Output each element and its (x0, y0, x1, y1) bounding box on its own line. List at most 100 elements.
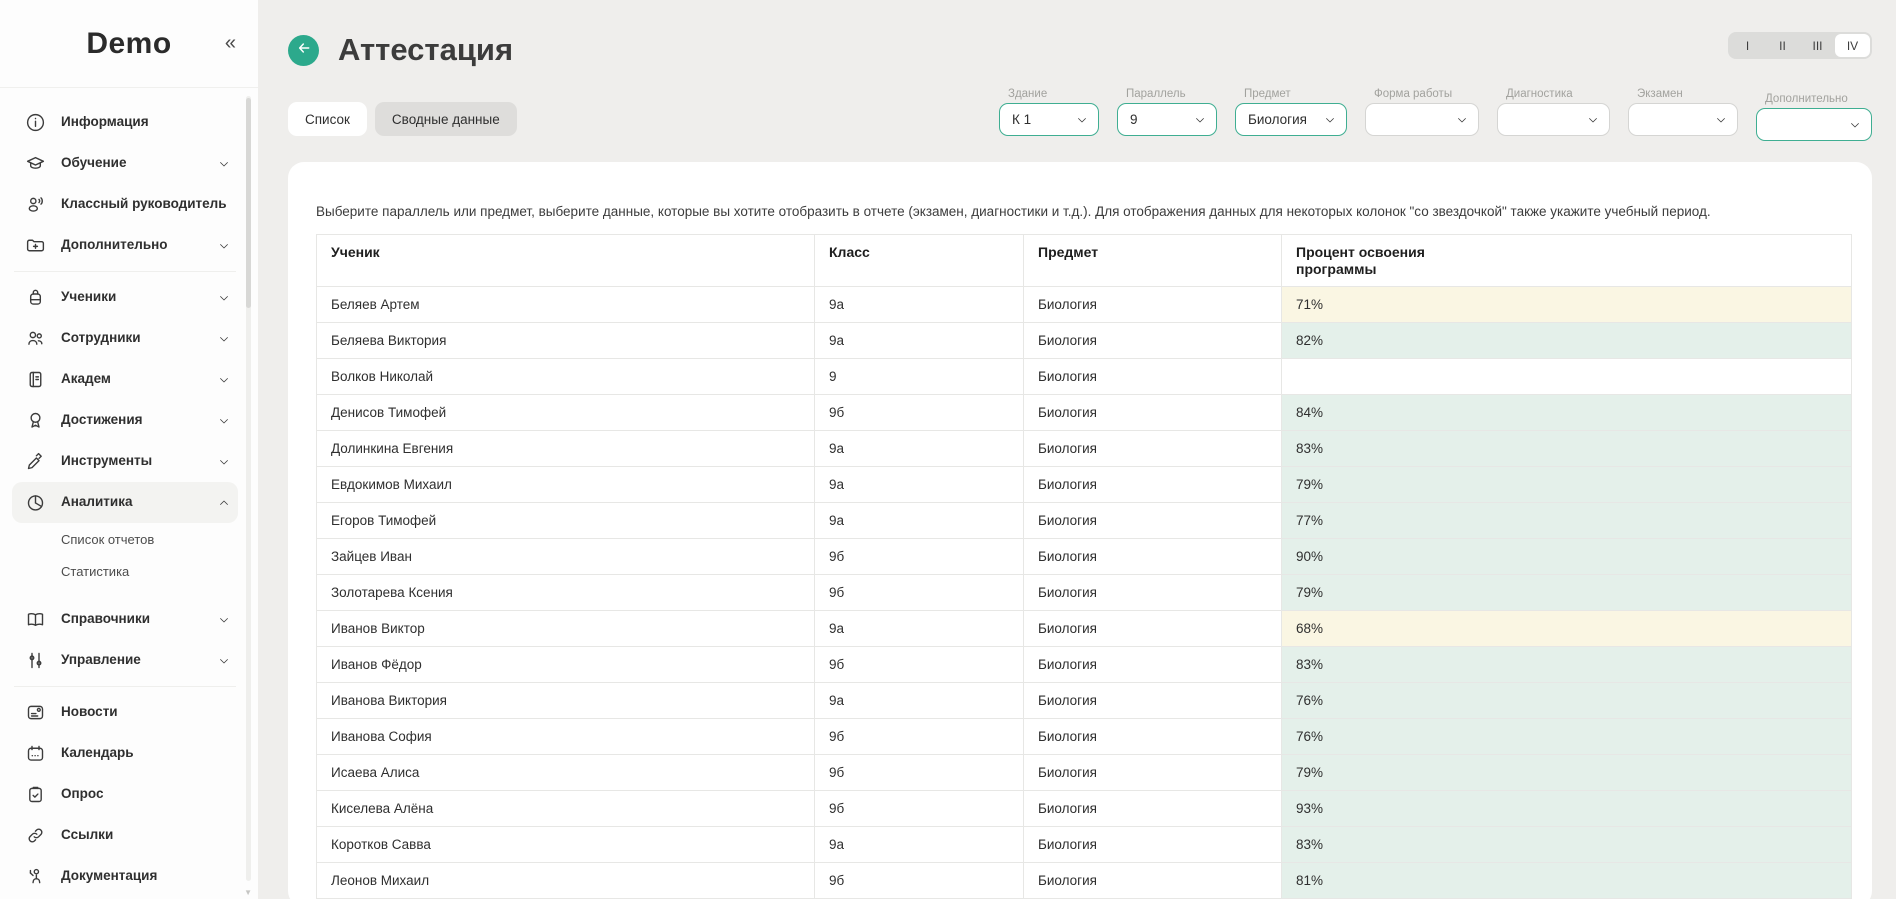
sidebar-item-documentation[interactable]: Документация (12, 856, 238, 897)
chevron-down-icon (218, 333, 230, 345)
filter-work-form: Форма работы (1365, 88, 1479, 136)
sidebar-item-news[interactable]: Новости (12, 692, 238, 733)
sidebar-item-education[interactable]: Обучение (12, 143, 238, 184)
table-row: Евдокимов Михаил 9а Биология 79% (316, 466, 1852, 504)
period-button-1[interactable]: I (1745, 38, 1750, 53)
sidebar-item-analytics[interactable]: Аналитика (12, 482, 238, 523)
sidebar-item-academic[interactable]: Академ (12, 359, 238, 400)
chevron-down-icon (1324, 114, 1336, 126)
select-value: 9 (1130, 112, 1138, 127)
sidebar-subitem-report-list[interactable]: Список отчетов (61, 531, 155, 547)
cell-percent: 71% (1281, 286, 1852, 324)
tab-summary-data[interactable]: Сводные данные (374, 102, 517, 136)
cell-percent: 76% (1281, 718, 1852, 756)
cell-subject: Биология (1023, 286, 1282, 324)
sidebar-item-label: Обучение (61, 155, 127, 171)
education-icon (22, 153, 48, 174)
exam-select[interactable] (1628, 103, 1738, 136)
sidebar: Demo « Информация Обучение Классный руко… (0, 0, 258, 899)
period-button-2[interactable]: II (1779, 38, 1786, 53)
chevron-down-icon (1715, 114, 1727, 126)
sidebar-subitem-statistics[interactable]: Статистика (61, 563, 130, 579)
table-row: Иванова София 9б Биология 76% (316, 718, 1852, 756)
table-row: Долинкина Евгения 9а Биология 83% (316, 430, 1852, 468)
cell-percent: 81% (1281, 862, 1852, 899)
cell-subject: Биология (1023, 754, 1282, 792)
cell-percent: 90% (1281, 538, 1852, 576)
sidebar-nav: Информация Обучение Классный руководител… (0, 88, 258, 897)
filter-label: Предмет (1244, 88, 1291, 100)
sidebar-item-label: Классный руководитель (61, 196, 227, 212)
chevron-down-icon (218, 292, 230, 304)
sidebar-item-label: Информация (61, 114, 149, 130)
cell-subject: Биология (1023, 430, 1282, 468)
sidebar-item-students[interactable]: Ученики (12, 277, 238, 318)
sidebar-item-label: Документация (61, 868, 158, 884)
sidebar-item-directories[interactable]: Справочники (12, 599, 238, 640)
sidebar-item-management[interactable]: Управление (12, 640, 238, 681)
sidebar-item-links[interactable]: Ссылки (12, 815, 238, 856)
table-row: Зайцев Иван 9б Биология 90% (316, 538, 1852, 576)
filter-label: Здание (1008, 88, 1048, 100)
info-icon (22, 112, 48, 133)
cell-class: 9а (814, 466, 1024, 504)
table-body: Беляев Артем 9а Биология 71% Беляева Виктори… (316, 286, 1852, 899)
sidebar-scrollbar-thumb[interactable] (246, 98, 251, 308)
cell-student: Зайцев Иван (316, 538, 815, 576)
sidebar-scrollbar[interactable] (246, 96, 251, 881)
back-button[interactable] (288, 34, 319, 66)
sidebar-item-calendar[interactable]: Календарь (12, 733, 238, 774)
sidebar-collapse-icon[interactable]: « (224, 32, 236, 54)
cell-class: 9 (814, 358, 1024, 396)
period-button-3[interactable]: III (1812, 38, 1823, 53)
sidebar-item-achievements[interactable]: Достижения (12, 400, 238, 441)
folder-plus-icon (22, 235, 48, 256)
additional-select[interactable] (1756, 108, 1872, 141)
select-value: Биология (1248, 112, 1307, 127)
work-form-select[interactable] (1365, 103, 1479, 136)
cell-class: 9б (814, 394, 1024, 432)
filter-additional: Дополнительно (1756, 93, 1872, 141)
cell-class: 9а (814, 322, 1024, 360)
cell-subject: Биология (1023, 718, 1282, 756)
cell-class: 9а (814, 430, 1024, 468)
subject-select[interactable]: Биология (1235, 103, 1347, 136)
chevron-down-icon (218, 158, 230, 170)
sidebar-item-information[interactable]: Информация (12, 102, 238, 143)
open-book-icon (22, 609, 48, 630)
period-segmented-control: I II III IV (1728, 32, 1872, 59)
cell-percent: 83% (1281, 826, 1852, 864)
filter-diagnostics: Диагностика (1497, 88, 1610, 136)
period-button-4[interactable]: IV (1835, 34, 1870, 57)
cell-student: Денисов Тимофей (316, 394, 815, 432)
sidebar-item-tools[interactable]: Инструменты (12, 441, 238, 482)
filter-label: Экзамен (1637, 88, 1683, 100)
table-row: Киселева Алёна 9б Биология 93% (316, 790, 1852, 828)
building-select[interactable]: К 1 (999, 103, 1099, 136)
chevron-down-icon (218, 655, 230, 667)
scroll-down-icon[interactable]: ▼ (244, 888, 252, 897)
sidebar-divider (14, 686, 236, 687)
cell-student: Коротков Савва (316, 826, 815, 864)
table-header-row: Ученик Класс Предмет Процент освоения пр… (316, 233, 1852, 288)
filter-subject: Предмет Биология (1235, 88, 1347, 136)
diagnostics-select[interactable] (1497, 103, 1610, 136)
filter-parallel: Параллель 9 (1117, 88, 1217, 136)
parallel-select[interactable]: 9 (1117, 103, 1217, 136)
tab-list[interactable]: Список (288, 102, 367, 136)
table-row: Иванова Виктория 9а Биология 76% (316, 682, 1852, 720)
sidebar-item-survey[interactable]: Опрос (12, 774, 238, 815)
sidebar-item-label: Справочники (61, 611, 151, 627)
column-header-class: Класс (814, 233, 1024, 288)
column-header-student: Ученик (316, 233, 815, 288)
cell-percent (1281, 358, 1852, 396)
medal-icon (22, 410, 48, 431)
sidebar-item-additional[interactable]: Дополнительно (12, 225, 238, 266)
cell-subject: Биология (1023, 502, 1282, 540)
backpack-icon (22, 287, 48, 308)
sidebar-item-class-teacher[interactable]: Классный руководитель (12, 184, 238, 225)
cell-class: 9а (814, 502, 1024, 540)
cell-student: Исаева Алиса (316, 754, 815, 792)
sidebar-item-staff[interactable]: Сотрудники (12, 318, 238, 359)
table-row: Иванов Виктор 9а Биология 68% (316, 610, 1852, 648)
